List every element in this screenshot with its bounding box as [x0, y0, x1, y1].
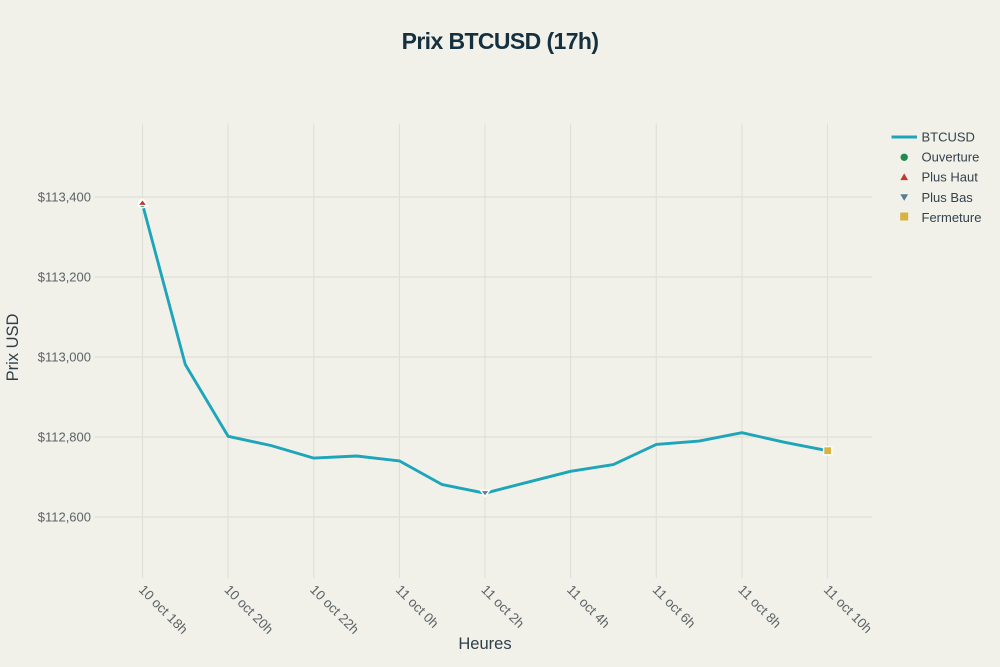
svg-text:$113,000: $113,000 — [38, 350, 91, 365]
svg-text:$112,800: $112,800 — [38, 430, 91, 445]
svg-text:Ouverture: Ouverture — [922, 150, 980, 165]
svg-text:Plus Haut: Plus Haut — [922, 170, 979, 185]
svg-text:Prix USD: Prix USD — [4, 314, 22, 382]
svg-text:$113,200: $113,200 — [38, 270, 91, 285]
svg-text:Fermeture: Fermeture — [922, 210, 982, 225]
svg-text:$113,400: $113,400 — [38, 190, 91, 205]
svg-text:Plus Bas: Plus Bas — [922, 190, 974, 205]
svg-text:Prix BTCUSD (17h): Prix BTCUSD (17h) — [402, 28, 599, 54]
svg-text:$112,600: $112,600 — [38, 510, 91, 525]
svg-text:BTCUSD: BTCUSD — [922, 129, 975, 144]
svg-text:Heures: Heures — [458, 635, 511, 653]
